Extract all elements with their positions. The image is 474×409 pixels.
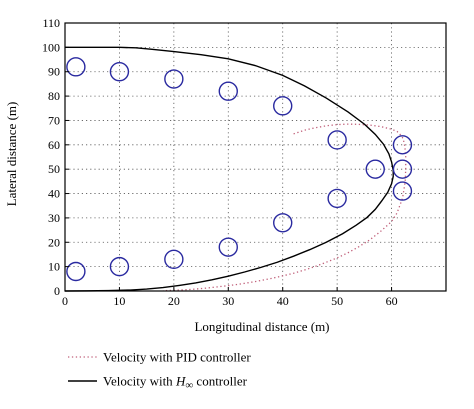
x-tick-label: 30 (222, 294, 234, 308)
x-tick-label: 40 (277, 294, 289, 308)
obstacle-markers (66, 57, 413, 282)
obstacle-circle (109, 62, 130, 82)
legend: Velocity with PID controller Velocity wit… (68, 350, 251, 392)
y-tick-label: 30 (48, 211, 60, 225)
obstacle-circle (66, 57, 86, 77)
y-tick-label: 60 (48, 138, 60, 152)
obstacle-circle (327, 130, 347, 150)
obstacle-circle (365, 159, 385, 179)
y-tick-label: 40 (48, 187, 60, 201)
y-tick-label: 50 (48, 162, 60, 176)
legend-pid-label: Velocity with PID controller (103, 350, 251, 365)
obstacle-circle (273, 96, 293, 116)
obstacle-circle (392, 159, 413, 179)
plot-frame (64, 22, 447, 292)
x-tick-label: 0 (62, 294, 68, 308)
obstacle-circle (66, 261, 86, 282)
y-tick-label: 20 (48, 235, 60, 249)
x-tick-label: 20 (168, 294, 180, 308)
y-tick-label: 110 (42, 16, 60, 30)
obstacle-circle (218, 237, 238, 257)
pid-trajectory-line (162, 123, 407, 292)
obstacle-circle (164, 69, 184, 89)
x-tick-label: 10 (113, 294, 125, 308)
hinf-trajectory-line (64, 46, 394, 292)
axis-ticks: 0 10 20 30 40 50 60 0 10 20 30 40 50 60 70 80 90 100 110 (42, 16, 398, 308)
y-tick-label: 90 (48, 65, 60, 79)
x-tick-label: 60 (386, 294, 398, 308)
series-lines (64, 46, 407, 292)
y-tick-label: 0 (54, 284, 60, 298)
y-tick-label: 70 (48, 113, 60, 127)
y-tick-label: 10 (48, 260, 60, 274)
obstacle-circle (392, 181, 413, 201)
obstacle-circle (218, 81, 238, 101)
y-tick-label: 100 (42, 40, 60, 54)
obstacle-circle (327, 188, 347, 209)
obstacle-circle (109, 256, 130, 277)
obstacle-circle (273, 213, 293, 233)
obstacle-circle (164, 249, 184, 270)
legend-hinf-label: Velocity with H∞ controller (103, 374, 248, 392)
obstacle-circle (392, 135, 413, 155)
y-tick-label: 80 (48, 89, 60, 103)
y-axis-title: Lateral distance (m) (4, 102, 19, 207)
x-axis-title: Longitudinal distance (m) (194, 319, 329, 334)
x-tick-label: 50 (331, 294, 343, 308)
